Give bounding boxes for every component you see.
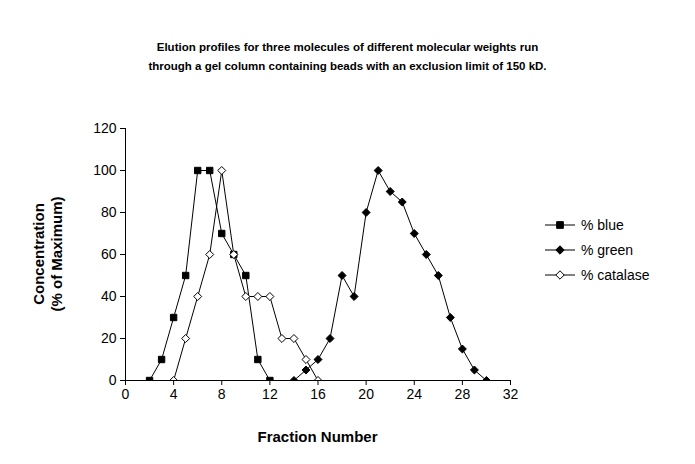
svg-text:0: 0 (122, 386, 130, 402)
svg-text:8: 8 (218, 386, 226, 402)
svg-text:0: 0 (109, 372, 117, 388)
html-text:Concentration (% of Maximum): Concentration (% of Maximum) (30, 196, 65, 312)
svg-text:32: 32 (503, 386, 519, 402)
svg-text:60: 60 (101, 246, 117, 262)
html-text:through a gel column containin: through a gel column containing beads wi… (148, 60, 547, 72)
svg-text:12: 12 (262, 386, 278, 402)
html-text:% green: % green (581, 241, 634, 258)
svg-text:20: 20 (358, 386, 374, 402)
html-text:% catalase: % catalase (581, 266, 650, 283)
html-text:Fraction Number: Fraction Number (257, 428, 378, 445)
svg-text:24: 24 (406, 386, 422, 402)
svg-text:4: 4 (170, 386, 178, 402)
svg-text:80: 80 (101, 204, 117, 220)
svg-text:40: 40 (101, 288, 117, 304)
html-text:Elution profiles for three mol: Elution profiles for three molecules of … (156, 41, 539, 53)
svg-text:16: 16 (310, 386, 326, 402)
svg-text:28: 28 (455, 386, 471, 402)
svg-text:100: 100 (93, 162, 117, 178)
svg-text:20: 20 (101, 330, 117, 346)
svg-text:120: 120 (93, 120, 117, 136)
html-text:% blue: % blue (581, 216, 624, 233)
